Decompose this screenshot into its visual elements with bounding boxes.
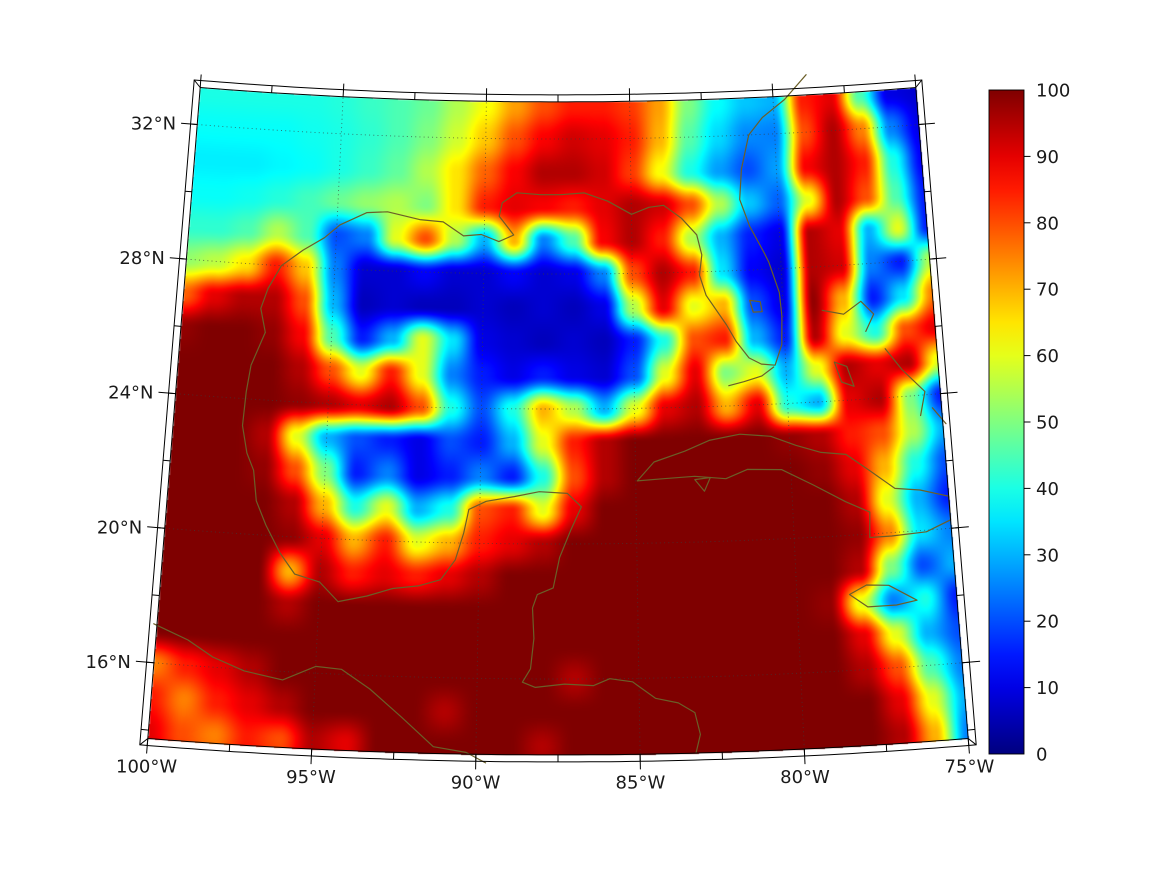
y-axis-tick-label: 32°N <box>131 114 176 135</box>
x-axis-tick-top <box>914 74 916 81</box>
frame-rung <box>967 728 976 731</box>
coastline-path <box>153 623 487 764</box>
x-axis-tick-label: 100°W <box>116 757 177 778</box>
y-axis-tick-right <box>962 660 981 664</box>
x-axis-tick-label: 95°W <box>286 767 336 788</box>
y-axis-tick <box>158 391 176 395</box>
colorbar-tick-label: 70 <box>1036 280 1059 301</box>
x-axis-tick-top <box>200 74 202 81</box>
y-axis-tick-right <box>951 526 969 529</box>
graticule-parallel <box>164 527 952 545</box>
x-axis-tick-label: 80°W <box>780 767 830 788</box>
frame-rung <box>199 80 202 88</box>
frame-corner-miter <box>915 79 923 88</box>
coastline-path <box>728 366 775 387</box>
map-inner-border <box>147 86 969 756</box>
coastline-path <box>833 361 855 387</box>
frame-corner-miter <box>967 738 977 746</box>
x-axis-tick <box>310 748 313 765</box>
coastline-path <box>821 300 875 332</box>
frame-rung <box>935 325 942 327</box>
x-axis-tick <box>146 738 149 754</box>
frame-rung <box>174 325 181 327</box>
colorbar-tick-label: 80 <box>1036 213 1059 234</box>
graticule-meridian <box>311 96 344 750</box>
y-axis-tick-right <box>918 122 935 125</box>
frame-rung <box>271 85 273 93</box>
y-axis-tick-label: 24°N <box>108 383 153 404</box>
colorbar-tick-label: 10 <box>1036 678 1059 699</box>
graticule-parallel <box>186 258 930 275</box>
colorbar-tick-label: 40 <box>1036 479 1059 500</box>
colorbar <box>988 89 1025 755</box>
colorbar-tick-label: 90 <box>1036 147 1059 168</box>
y-axis-tick-label: 20°N <box>97 517 142 538</box>
coastline-path <box>931 407 947 425</box>
coastline-path <box>848 584 918 608</box>
x-axis-tick <box>803 748 806 765</box>
y-axis-tick <box>135 660 154 664</box>
frame-rung <box>843 85 845 93</box>
coastline-path <box>884 348 926 417</box>
coastline-path <box>636 433 952 539</box>
frame-rung <box>140 728 149 731</box>
graticule-parallel <box>153 662 963 680</box>
colorbar-tick-label: 0 <box>1036 745 1047 766</box>
y-axis-tick <box>147 526 165 529</box>
frame-rung <box>956 594 965 596</box>
coastline-path <box>260 74 807 366</box>
graticule-meridian <box>475 101 487 755</box>
x-axis-tick-label: 75°W <box>945 757 995 778</box>
frame-rung <box>163 459 171 462</box>
x-axis-tick-label: 85°W <box>616 772 666 793</box>
coastline-path <box>241 331 701 754</box>
colorbar-tick-label: 50 <box>1036 413 1059 434</box>
frame-rung <box>945 459 953 462</box>
frame-rung <box>185 190 192 193</box>
frame-rung <box>914 80 917 88</box>
coastline-path <box>694 476 711 492</box>
y-axis-tick-right <box>940 391 958 395</box>
x-axis-tick <box>967 738 970 754</box>
graticule-parallel <box>197 124 919 140</box>
graticule-meridian <box>629 101 641 755</box>
coastline-path <box>749 299 763 313</box>
y-axis-tick <box>169 257 187 260</box>
graticule-meridian <box>772 96 805 750</box>
graticule-parallel <box>175 393 941 410</box>
y-axis-tick <box>181 122 198 125</box>
map-outer-border <box>139 79 977 763</box>
frame-corner-miter <box>139 738 149 746</box>
x-axis-tick-label: 90°W <box>451 772 501 793</box>
y-axis-tick-label: 16°N <box>86 652 131 673</box>
colorbar-tick-label: 30 <box>1036 545 1059 566</box>
frame-corner-miter <box>193 79 201 88</box>
y-axis-tick-label: 28°N <box>119 248 164 269</box>
colorbar-tick-label: 20 <box>1036 612 1059 633</box>
y-axis-tick-right <box>929 257 947 260</box>
colorbar-tick-label: 100 <box>1036 81 1070 102</box>
frame-rung <box>151 594 160 596</box>
colorbar-tick-label: 60 <box>1036 346 1059 367</box>
frame-rung <box>924 190 931 193</box>
